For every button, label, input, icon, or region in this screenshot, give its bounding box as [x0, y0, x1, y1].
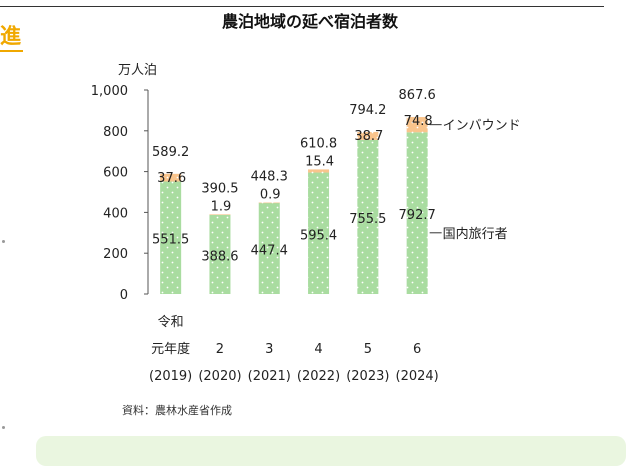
edge-mark	[2, 240, 5, 243]
bar-segment-domestic	[406, 132, 428, 294]
data-label-inbound: 74.8	[404, 114, 433, 129]
category-label: 6	[413, 342, 421, 357]
data-label-domestic: 551.5	[152, 233, 189, 248]
data-label-domestic: 595.4	[300, 228, 337, 243]
data-label-total: 610.8	[300, 136, 337, 151]
bar-segment-domestic	[308, 172, 330, 294]
bar-segment-inbound	[308, 169, 330, 173]
stacked-bar-chart: 万人泊 0 200 400 600 800 1,000 551.5 37.6 589.2 388…	[91, 63, 521, 384]
bar-segment-domestic	[357, 139, 379, 294]
y-tick-label: 600	[103, 166, 128, 181]
data-label-domestic: 388.6	[201, 249, 238, 264]
data-label-total: 589.2	[152, 145, 189, 160]
category-year-label: (2021)	[248, 369, 291, 384]
top-rule	[0, 0, 604, 7]
data-label-inbound: 38.7	[354, 129, 383, 144]
data-label-inbound: 0.9	[260, 188, 281, 203]
data-label-total: 867.6	[399, 88, 436, 103]
data-label-domestic: 792.7	[399, 208, 436, 223]
y-tick-label: 400	[103, 206, 128, 221]
bar-segment-inbound	[406, 117, 428, 133]
side-heading-fragment: 進	[0, 22, 23, 52]
bar-segment-domestic	[258, 202, 280, 294]
y-tick-label: 200	[103, 247, 128, 262]
bar-segment-inbound	[258, 202, 280, 204]
category-label: 3	[265, 342, 273, 357]
legend-domestic: 国内旅行者	[443, 226, 508, 242]
chart-title: 農泊地域の延べ宿泊者数	[221, 12, 398, 31]
category-label: 5	[364, 342, 372, 357]
category-year-label: (2019)	[149, 369, 192, 384]
data-label-total: 448.3	[251, 170, 288, 185]
bottom-panel	[36, 436, 626, 466]
data-label-domestic: 755.5	[349, 212, 386, 227]
category-year-label: (2024)	[396, 369, 439, 384]
data-label-inbound: 1.9	[211, 199, 232, 214]
data-label-inbound: 37.6	[157, 171, 186, 186]
bar-segment-inbound	[209, 214, 231, 215]
data-label-domestic: 447.4	[251, 243, 288, 258]
category-year-label: (2022)	[297, 369, 340, 384]
unit-label: 万人泊	[118, 63, 157, 78]
edge-mark	[2, 426, 5, 429]
data-label-inbound: 15.4	[305, 154, 334, 169]
category-label: 2	[216, 342, 224, 357]
bar-segment-inbound	[357, 131, 379, 140]
bar-segment-domestic	[160, 181, 182, 294]
category-year-label: (2020)	[198, 369, 241, 384]
source-note: 資料：農林水産省作成	[122, 404, 232, 417]
y-tick-label: 800	[103, 125, 128, 140]
data-label-total: 794.2	[349, 103, 386, 118]
y-tick-label: 1,000	[91, 84, 128, 99]
bar-segment-domestic	[209, 214, 231, 294]
category-label: 4	[314, 342, 322, 357]
category-label: 元年度	[151, 341, 190, 357]
y-tick-label: 0	[120, 288, 128, 303]
category-label-line1: 令和	[158, 315, 184, 330]
legend-inbound: インバウンド	[443, 119, 521, 134]
data-label-total: 390.5	[201, 181, 238, 196]
category-year-label: (2023)	[346, 369, 389, 384]
bar-segment-inbound	[160, 173, 182, 182]
